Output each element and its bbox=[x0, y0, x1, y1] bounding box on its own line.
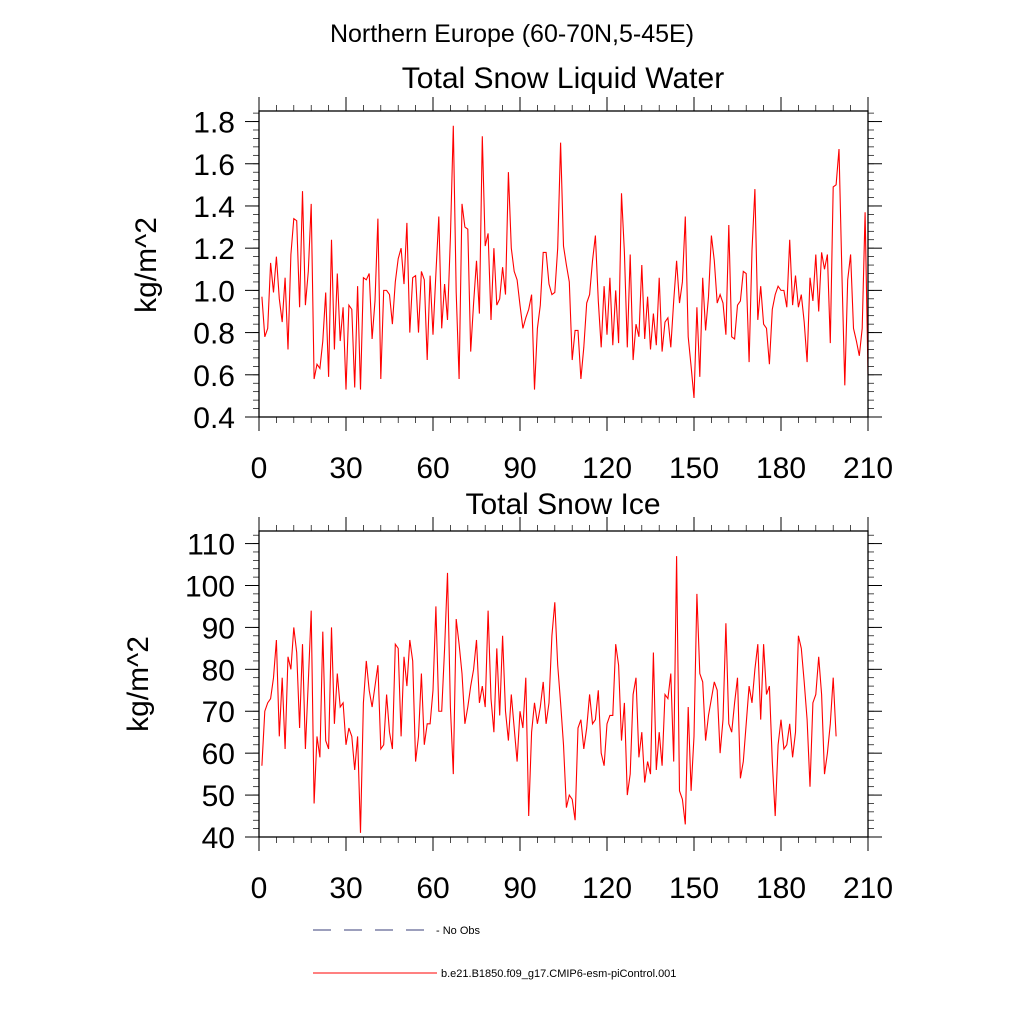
axis-tick-labels: 0 30 60 90 120 150 180 210 40 50 60 70 80 90 100 110 bbox=[185, 529, 893, 905]
y-tick-label: 1.2 bbox=[193, 233, 235, 266]
x-tick-label: 120 bbox=[582, 452, 632, 485]
y-tick-label: 1.4 bbox=[193, 191, 235, 224]
panel-snow-liquid-water: Total Snow Liquid Water kg/m^2 0 30 60 90 12… bbox=[130, 62, 893, 485]
y-tick-label: 1.0 bbox=[193, 275, 235, 308]
y-tick-label: 80 bbox=[202, 654, 235, 687]
y-tick-label: 50 bbox=[202, 780, 235, 813]
x-tick-label: 30 bbox=[329, 452, 362, 485]
x-tick-label: 60 bbox=[416, 872, 449, 905]
y-tick-label: 40 bbox=[202, 822, 235, 855]
x-tick-label: 210 bbox=[843, 452, 893, 485]
y-tick-label: 70 bbox=[202, 696, 235, 729]
x-tick-label: 60 bbox=[416, 452, 449, 485]
y-axis-label: kg/m^2 bbox=[122, 636, 155, 732]
legend-label: - No Obs bbox=[436, 925, 481, 937]
x-tick-label: 120 bbox=[582, 872, 632, 905]
x-tick-label: 180 bbox=[756, 872, 806, 905]
axis-tick-labels: 0 30 60 90 120 150 180 210 0.4 0.6 0.8 1.0 1.2 1.4 1.6… bbox=[193, 107, 893, 485]
y-tick-label: 1.8 bbox=[193, 107, 235, 140]
y-tick-label: 0.4 bbox=[193, 402, 235, 435]
x-tick-label: 210 bbox=[843, 872, 893, 905]
x-tick-label: 90 bbox=[503, 872, 536, 905]
x-tick-label: 150 bbox=[669, 872, 719, 905]
y-tick-label: 90 bbox=[202, 612, 235, 645]
x-tick-label: 90 bbox=[503, 452, 536, 485]
data-lines bbox=[261, 125, 869, 399]
plot-frame bbox=[258, 110, 869, 418]
chart-title: Total Snow Liquid Water bbox=[402, 62, 724, 95]
series-line bbox=[261, 556, 837, 833]
y-axis-label: kg/m^2 bbox=[130, 217, 163, 313]
x-tick-label: 0 bbox=[251, 452, 268, 485]
series-line bbox=[261, 125, 869, 399]
plot-frame bbox=[258, 530, 869, 838]
legend-entry-no-obs: - No Obs bbox=[313, 925, 481, 937]
y-tick-label: 110 bbox=[187, 529, 235, 562]
data-lines bbox=[261, 556, 837, 833]
panel-snow-ice: Total Snow Ice kg/m^2 0 30 60 90 120 150 180 21… bbox=[122, 488, 893, 905]
y-tick-label: 0.8 bbox=[193, 318, 235, 351]
legend-entry-model-run: b.e21.B1850.f09_g17.CMIP6-esm-piControl.… bbox=[313, 968, 676, 980]
y-tick-label: 100 bbox=[185, 570, 235, 603]
chart-title: Total Snow Ice bbox=[465, 488, 660, 521]
y-tick-label: 0.6 bbox=[193, 360, 235, 393]
x-tick-label: 150 bbox=[669, 452, 719, 485]
x-tick-label: 180 bbox=[756, 452, 806, 485]
x-tick-label: 0 bbox=[251, 872, 268, 905]
axis-ticks bbox=[245, 517, 882, 851]
x-tick-label: 30 bbox=[329, 872, 362, 905]
legend: - No Obs b.e21.B1850.f09_g17.CMIP6-esm-p… bbox=[313, 925, 676, 980]
axis-ticks bbox=[245, 97, 882, 431]
y-tick-label: 1.6 bbox=[193, 149, 235, 182]
legend-label: b.e21.B1850.f09_g17.CMIP6-esm-piControl.… bbox=[441, 968, 676, 980]
region-title: Northern Europe (60-70N,5-45E) bbox=[330, 20, 694, 48]
y-tick-label: 60 bbox=[202, 738, 235, 771]
